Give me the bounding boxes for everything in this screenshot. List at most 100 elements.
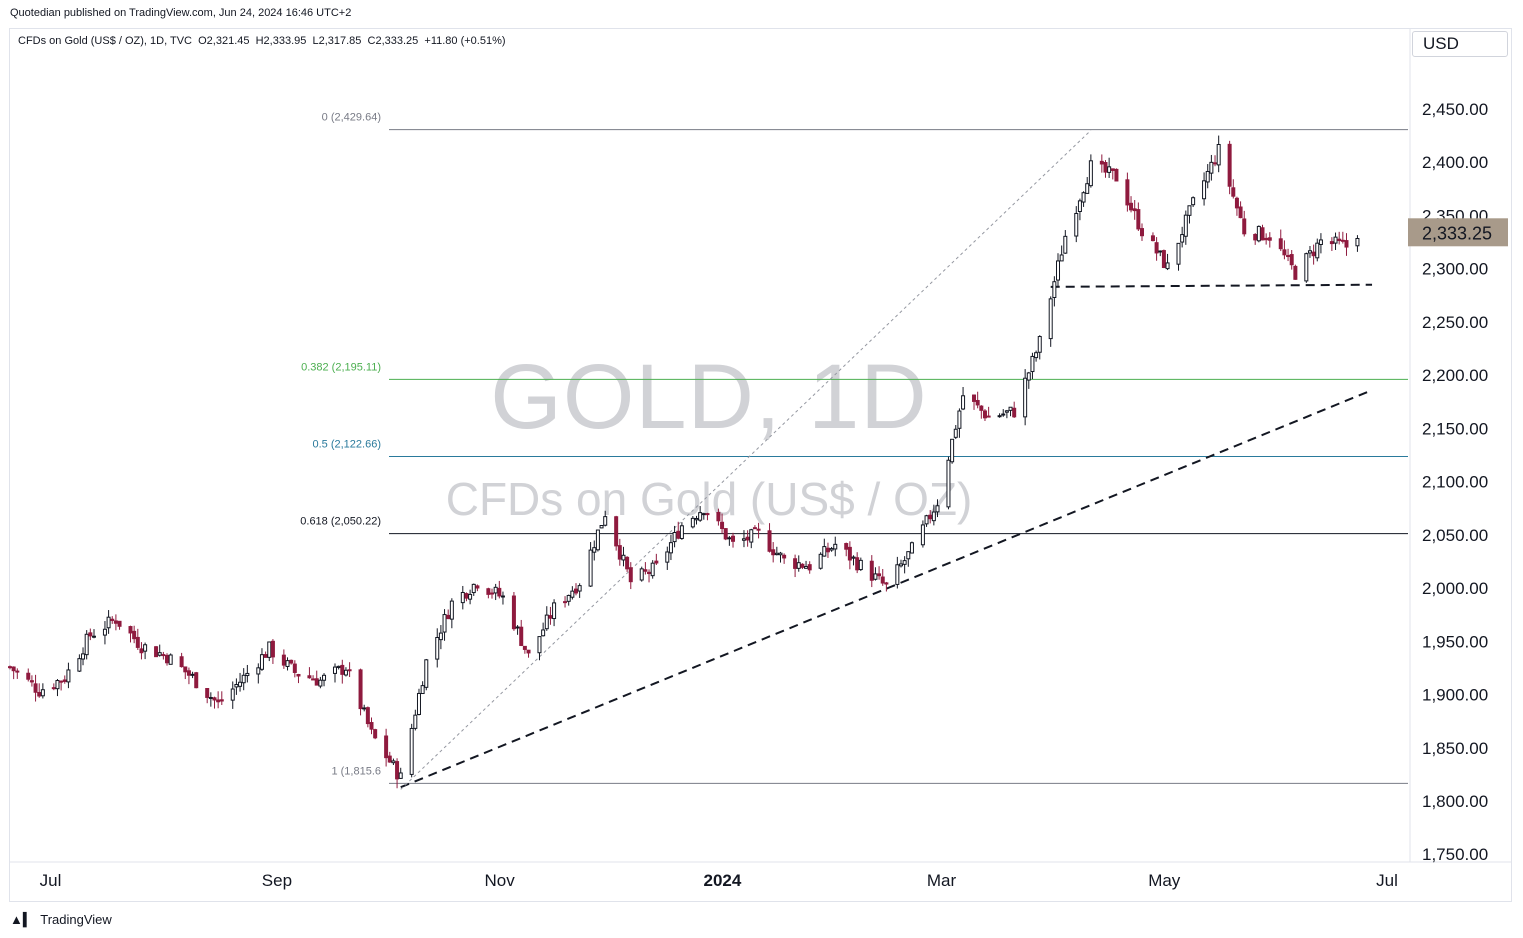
- candle-body: [972, 394, 977, 402]
- candle-body: [858, 559, 863, 571]
- candle-body: [668, 542, 673, 554]
- fib-level-label: 1 (1,815.6: [331, 765, 381, 777]
- candle-body: [588, 549, 593, 587]
- candle-body: [869, 560, 874, 581]
- candle-body: [11, 666, 16, 672]
- candle-body: [460, 591, 465, 604]
- time-tick-label: Mar: [927, 871, 957, 890]
- candle-body: [51, 687, 56, 690]
- candle-body: [289, 659, 294, 664]
- candle-body: [643, 569, 648, 572]
- candle-body: [935, 505, 940, 513]
- candle-body: [1213, 162, 1218, 165]
- candle-body: [143, 644, 148, 652]
- candle-body: [1077, 200, 1082, 212]
- candle-body: [267, 641, 272, 658]
- candle-body: [804, 566, 809, 569]
- candle-body: [563, 601, 568, 604]
- candle-body: [26, 672, 31, 680]
- candle-body: [1158, 250, 1163, 253]
- candle-body: [603, 516, 608, 526]
- time-tick-label: Jul: [40, 871, 62, 890]
- candle-body: [1304, 253, 1309, 282]
- trendline[interactable]: [400, 389, 1373, 789]
- currency-selector[interactable]: USD: [1412, 31, 1508, 57]
- candle-body: [29, 680, 34, 683]
- candle-body: [398, 772, 403, 779]
- candle-body: [782, 554, 787, 559]
- candle-body: [1253, 234, 1258, 241]
- candle-body: [592, 547, 597, 553]
- price-tick-label: 2,200.00: [1422, 366, 1488, 385]
- candle-body: [234, 684, 239, 688]
- candle-body: [526, 649, 531, 654]
- candle-body: [135, 636, 140, 648]
- candle-body: [1008, 406, 1013, 411]
- candle-body: [66, 669, 71, 683]
- candle-body: [256, 667, 261, 675]
- candle-body: [212, 697, 217, 701]
- candle-body: [1238, 206, 1243, 219]
- candle-body: [1202, 180, 1207, 200]
- candle-body: [154, 646, 159, 658]
- candle-body: [1329, 241, 1334, 245]
- candle-body: [1085, 183, 1090, 194]
- candle-body: [263, 654, 268, 658]
- candle-body: [774, 552, 779, 556]
- trendline[interactable]: [1050, 283, 1373, 288]
- candle-body: [245, 672, 250, 677]
- candle-body: [822, 546, 827, 557]
- candle-body: [62, 679, 67, 682]
- candle-body: [997, 415, 1002, 418]
- price-tick-label: 2,050.00: [1422, 526, 1488, 545]
- candle-body: [128, 626, 133, 634]
- candle-body: [332, 666, 337, 674]
- candle-body: [358, 669, 363, 710]
- candle-body: [1103, 162, 1108, 173]
- candle-body: [40, 689, 45, 697]
- candle-body: [190, 673, 195, 676]
- candle-body: [690, 517, 695, 528]
- candle-body: [800, 563, 805, 568]
- candle-body: [59, 680, 64, 683]
- candle-body: [362, 707, 367, 710]
- candle-body: [793, 558, 798, 569]
- candle-body: [552, 602, 557, 620]
- candle-body: [833, 543, 838, 550]
- candle-body: [468, 593, 473, 600]
- price-tick-label: 1,950.00: [1422, 632, 1488, 651]
- trendline[interactable]: [400, 129, 1092, 790]
- candle-body: [920, 524, 925, 546]
- candle-body: [701, 513, 706, 516]
- candle-body: [566, 594, 571, 602]
- candle-body: [1183, 214, 1188, 237]
- symbol-legend[interactable]: CFDs on Gold (US$ / OZ), 1D, TVC O2,321.…: [18, 35, 506, 47]
- candle-body: [219, 699, 224, 702]
- candle-body: [1154, 242, 1159, 254]
- candle-body: [113, 620, 118, 624]
- description-watermark: CFDs on Gold (US$ / OZ): [445, 473, 973, 525]
- footer: ▲▍ TradingView: [10, 912, 112, 928]
- tradingview-logo-icon[interactable]: ▲▍: [10, 912, 33, 927]
- candle-body: [1311, 251, 1316, 257]
- candle-body: [81, 653, 86, 660]
- candle-body: [928, 514, 933, 520]
- price-tick-label: 1,750.00: [1422, 845, 1488, 864]
- candle-body: [1176, 242, 1181, 265]
- candle-body: [1088, 160, 1093, 187]
- candle-body: [1063, 235, 1068, 254]
- candle-body: [409, 727, 414, 775]
- candle-body: [106, 616, 111, 629]
- candle-body: [296, 673, 301, 677]
- candle-body: [1307, 250, 1312, 254]
- footer-brand[interactable]: TradingView: [40, 912, 112, 927]
- candle-body: [110, 618, 115, 621]
- candle-body: [194, 672, 199, 689]
- symbol-watermark: GOLD, 1D: [490, 346, 928, 448]
- candle-body: [902, 560, 907, 565]
- candle-body: [205, 688, 210, 698]
- candle-body: [986, 415, 991, 418]
- price-tick-label: 2,000.00: [1422, 579, 1488, 598]
- candle-body: [906, 551, 911, 560]
